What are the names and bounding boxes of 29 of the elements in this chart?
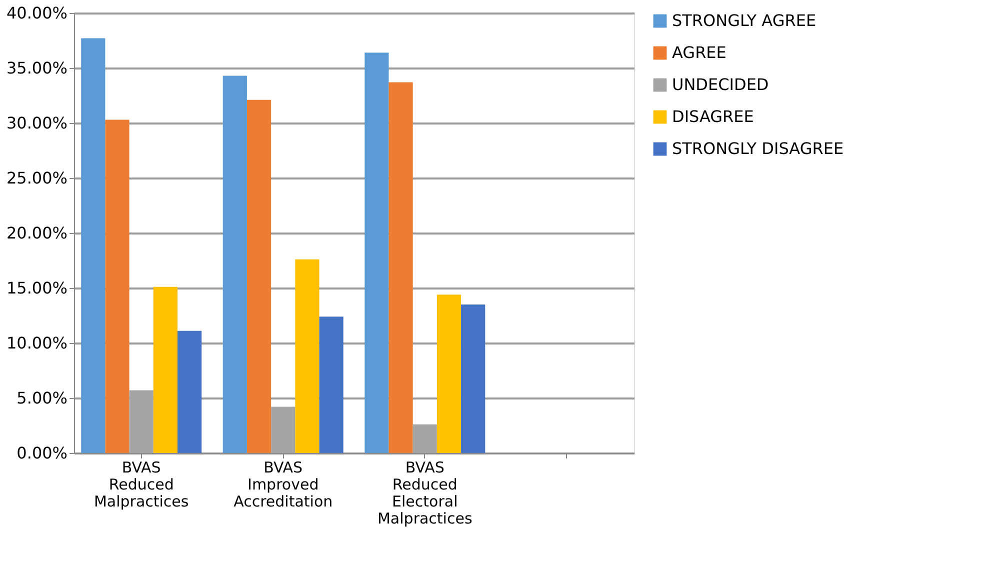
x-tick-label: BVAS Improved Accreditation [234, 458, 333, 510]
y-tick-label: 30.00% [6, 114, 68, 132]
y-tick-label: 0.00% [16, 444, 68, 462]
y-tick-label: 10.00% [6, 334, 68, 352]
legend-label: DISAGREE [672, 107, 754, 126]
bar [364, 52, 389, 453]
bar [295, 259, 320, 453]
y-tick-label: 40.00% [6, 4, 68, 22]
bar [461, 304, 486, 453]
x-tick-label: BVAS Reduced Malpractices [94, 458, 189, 510]
bar [153, 286, 178, 453]
bar [177, 330, 202, 453]
legend-label: STRONGLY AGREE [672, 11, 816, 30]
bar [222, 76, 247, 453]
bar [246, 100, 272, 453]
y-tick-label: 20.00% [6, 224, 68, 242]
legend-label: AGREE [672, 43, 726, 62]
legend-label: STRONGLY DISAGREE [672, 139, 844, 158]
bar [388, 82, 413, 453]
bar [319, 316, 344, 453]
bar [436, 294, 462, 453]
bar [105, 120, 130, 453]
legend-label: UNDECIDED [672, 75, 769, 94]
x-tick-label: BVAS Reduced Electoral Malpractices [377, 458, 472, 528]
y-tick-label: 5.00% [16, 388, 68, 408]
y-tick-label: 35.00% [6, 58, 68, 78]
y-tick-label: 15.00% [6, 278, 68, 298]
y-tick-label: 25.00% [6, 168, 68, 188]
bar [81, 38, 106, 453]
